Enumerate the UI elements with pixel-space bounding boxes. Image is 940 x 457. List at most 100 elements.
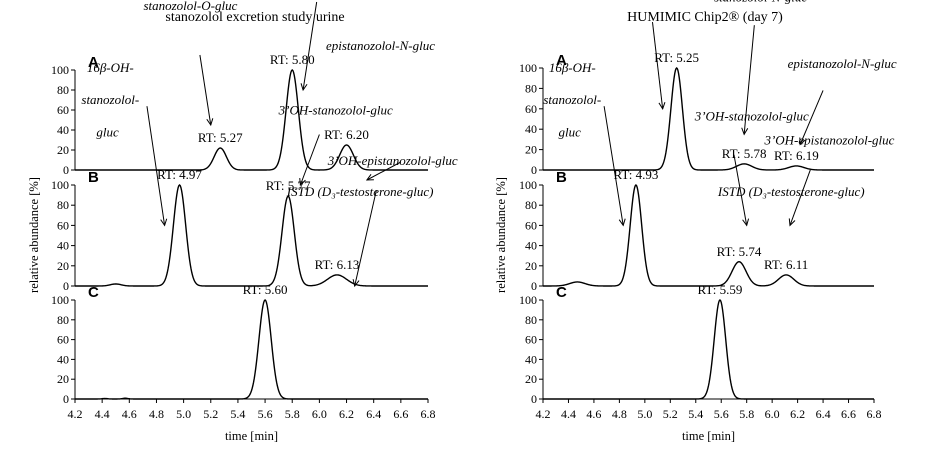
rt-label: RT: 4.93 <box>614 167 659 182</box>
y-tick-label: 100 <box>519 293 537 307</box>
annotation-arrow <box>651 22 664 109</box>
x-axis-label: time [min] <box>682 429 735 443</box>
panel-label: A <box>88 54 99 71</box>
arrow-head <box>741 127 749 136</box>
arrow-head <box>742 218 750 227</box>
y-tick-label: 0 <box>531 392 537 406</box>
peak-annotation: ISTD (D₃-testosterone-gluc) <box>717 184 865 199</box>
x-tick-label: 4.8 <box>612 407 627 421</box>
y-tick-label: 60 <box>525 333 537 347</box>
panel-label: A <box>556 52 567 69</box>
x-tick-label: 5.6 <box>714 407 729 421</box>
panel-A: 0 20 40 60 80 100 A RT: 5.25 RT: 5.78 RT: 6.19 sta… <box>519 0 897 177</box>
y-tick-label: 40 <box>57 352 69 366</box>
x-tick-label: 6.2 <box>339 407 354 421</box>
y-tick-label: 20 <box>525 259 537 273</box>
y-tick-label: 100 <box>51 63 69 77</box>
rt-label: RT: 6.13 <box>315 257 360 272</box>
arrow-head <box>658 102 666 110</box>
rt-label: RT: 5.59 <box>698 282 743 297</box>
x-tick-label: 6.6 <box>841 407 856 421</box>
peak-annotation: epistanozolol-N-gluc <box>326 38 435 53</box>
y-tick-label: 100 <box>519 178 537 192</box>
y-tick-label: 40 <box>57 239 69 253</box>
x-tick-label: 6.0 <box>765 407 780 421</box>
y-tick-label: 60 <box>57 103 69 117</box>
arrow-head <box>365 174 374 181</box>
chromatogram-trace <box>543 299 874 400</box>
y-tick-label: 40 <box>57 123 69 137</box>
rt-label: RT: 5.60 <box>243 282 288 297</box>
y-tick-label: 80 <box>57 313 69 327</box>
y-tick-label: 0 <box>63 279 69 293</box>
rt-label: RT: 6.19 <box>774 148 819 163</box>
x-tick-label: 5.4 <box>688 407 703 421</box>
x-tick-label: 6.4 <box>366 407 381 421</box>
y-tick-label: 20 <box>57 259 69 273</box>
peak-annotation: stanozolol- <box>81 92 139 107</box>
y-tick-label: 40 <box>525 352 537 366</box>
rt-label: RT: 6.11 <box>764 257 808 272</box>
chart-title: stanozolol excretion study urine <box>165 10 344 25</box>
x-tick-label: 6.0 <box>312 407 327 421</box>
peak-annotation: ISTD (D₃-testosterone-gluc) <box>286 184 434 199</box>
annotation-arrow <box>199 54 212 126</box>
x-tick-label: 5.8 <box>739 407 754 421</box>
arrow-head <box>799 137 806 146</box>
y-tick-label: 100 <box>519 61 537 75</box>
x-axis-label: time [min] <box>225 429 278 443</box>
chart-1: stanozolol excretion study urine relative… <box>27 0 458 443</box>
peak-annotation: 3’OH-stanozolol-gluc <box>694 108 809 123</box>
y-tick-label: 60 <box>57 333 69 347</box>
peak-annotation: stanozolol- <box>543 92 601 107</box>
peak-annotation: gluc <box>96 125 119 140</box>
y-tick-label: 20 <box>57 143 69 157</box>
annotation-arrow <box>366 161 402 181</box>
peak-annotation: gluc <box>559 125 582 140</box>
x-tick-label: 4.6 <box>586 407 601 421</box>
y-axis-label: relative abundance [%] <box>494 177 508 293</box>
peak-annotation: 16β-OH- <box>87 60 134 75</box>
x-tick-label: 5.0 <box>176 407 191 421</box>
chromatogram-trace <box>75 69 428 171</box>
annotation-arrow <box>302 1 318 91</box>
y-tick-label: 80 <box>525 81 537 95</box>
x-tick-label: 5.4 <box>230 407 245 421</box>
annotation-arrow <box>733 154 748 226</box>
y-tick-label: 20 <box>525 372 537 386</box>
chromatogram-trace <box>75 299 428 400</box>
annotation-arrow <box>799 90 824 145</box>
x-tick-label: 5.0 <box>637 407 652 421</box>
annotation-arrow <box>146 106 166 226</box>
peak-annotation: 16β-OH- <box>549 60 596 75</box>
panel-C: 0 20 40 60 80 100 C RT: 5.60 ISTD (D₃-testostero… <box>51 184 433 406</box>
arrow-head <box>788 218 796 227</box>
y-tick-label: 20 <box>57 372 69 386</box>
arrow-head <box>206 118 214 127</box>
y-axis-label: relative abundance [%] <box>27 177 41 293</box>
x-tick-label: 4.2 <box>536 407 551 421</box>
x-tick-label: 5.2 <box>663 407 678 421</box>
x-tick-label: 5.2 <box>203 407 218 421</box>
y-tick-label: 0 <box>531 279 537 293</box>
rt-label: RT: 6.20 <box>324 127 369 142</box>
panel-label: C <box>88 284 99 301</box>
x-tick-label: 5.6 <box>258 407 273 421</box>
arrow-head <box>160 218 168 227</box>
annotation-arrow <box>789 169 811 226</box>
x-tick-label: 5.8 <box>285 407 300 421</box>
rt-label: RT: 4.97 <box>157 167 202 182</box>
y-tick-label: 80 <box>57 83 69 97</box>
y-tick-label: 40 <box>525 122 537 136</box>
arrow-head <box>300 83 308 92</box>
chart-2: HUMIMIC Chip2® (day 7) relative abundance… <box>494 0 897 443</box>
x-tick-label: 6.4 <box>816 407 831 421</box>
y-tick-label: 100 <box>51 293 69 307</box>
peak-annotation: stanozolol-O-gluc <box>143 0 237 13</box>
y-tick-label: 60 <box>57 218 69 232</box>
chromatogram-trace <box>543 67 874 171</box>
y-tick-label: 0 <box>63 163 69 177</box>
annotation-arrow <box>603 106 624 226</box>
